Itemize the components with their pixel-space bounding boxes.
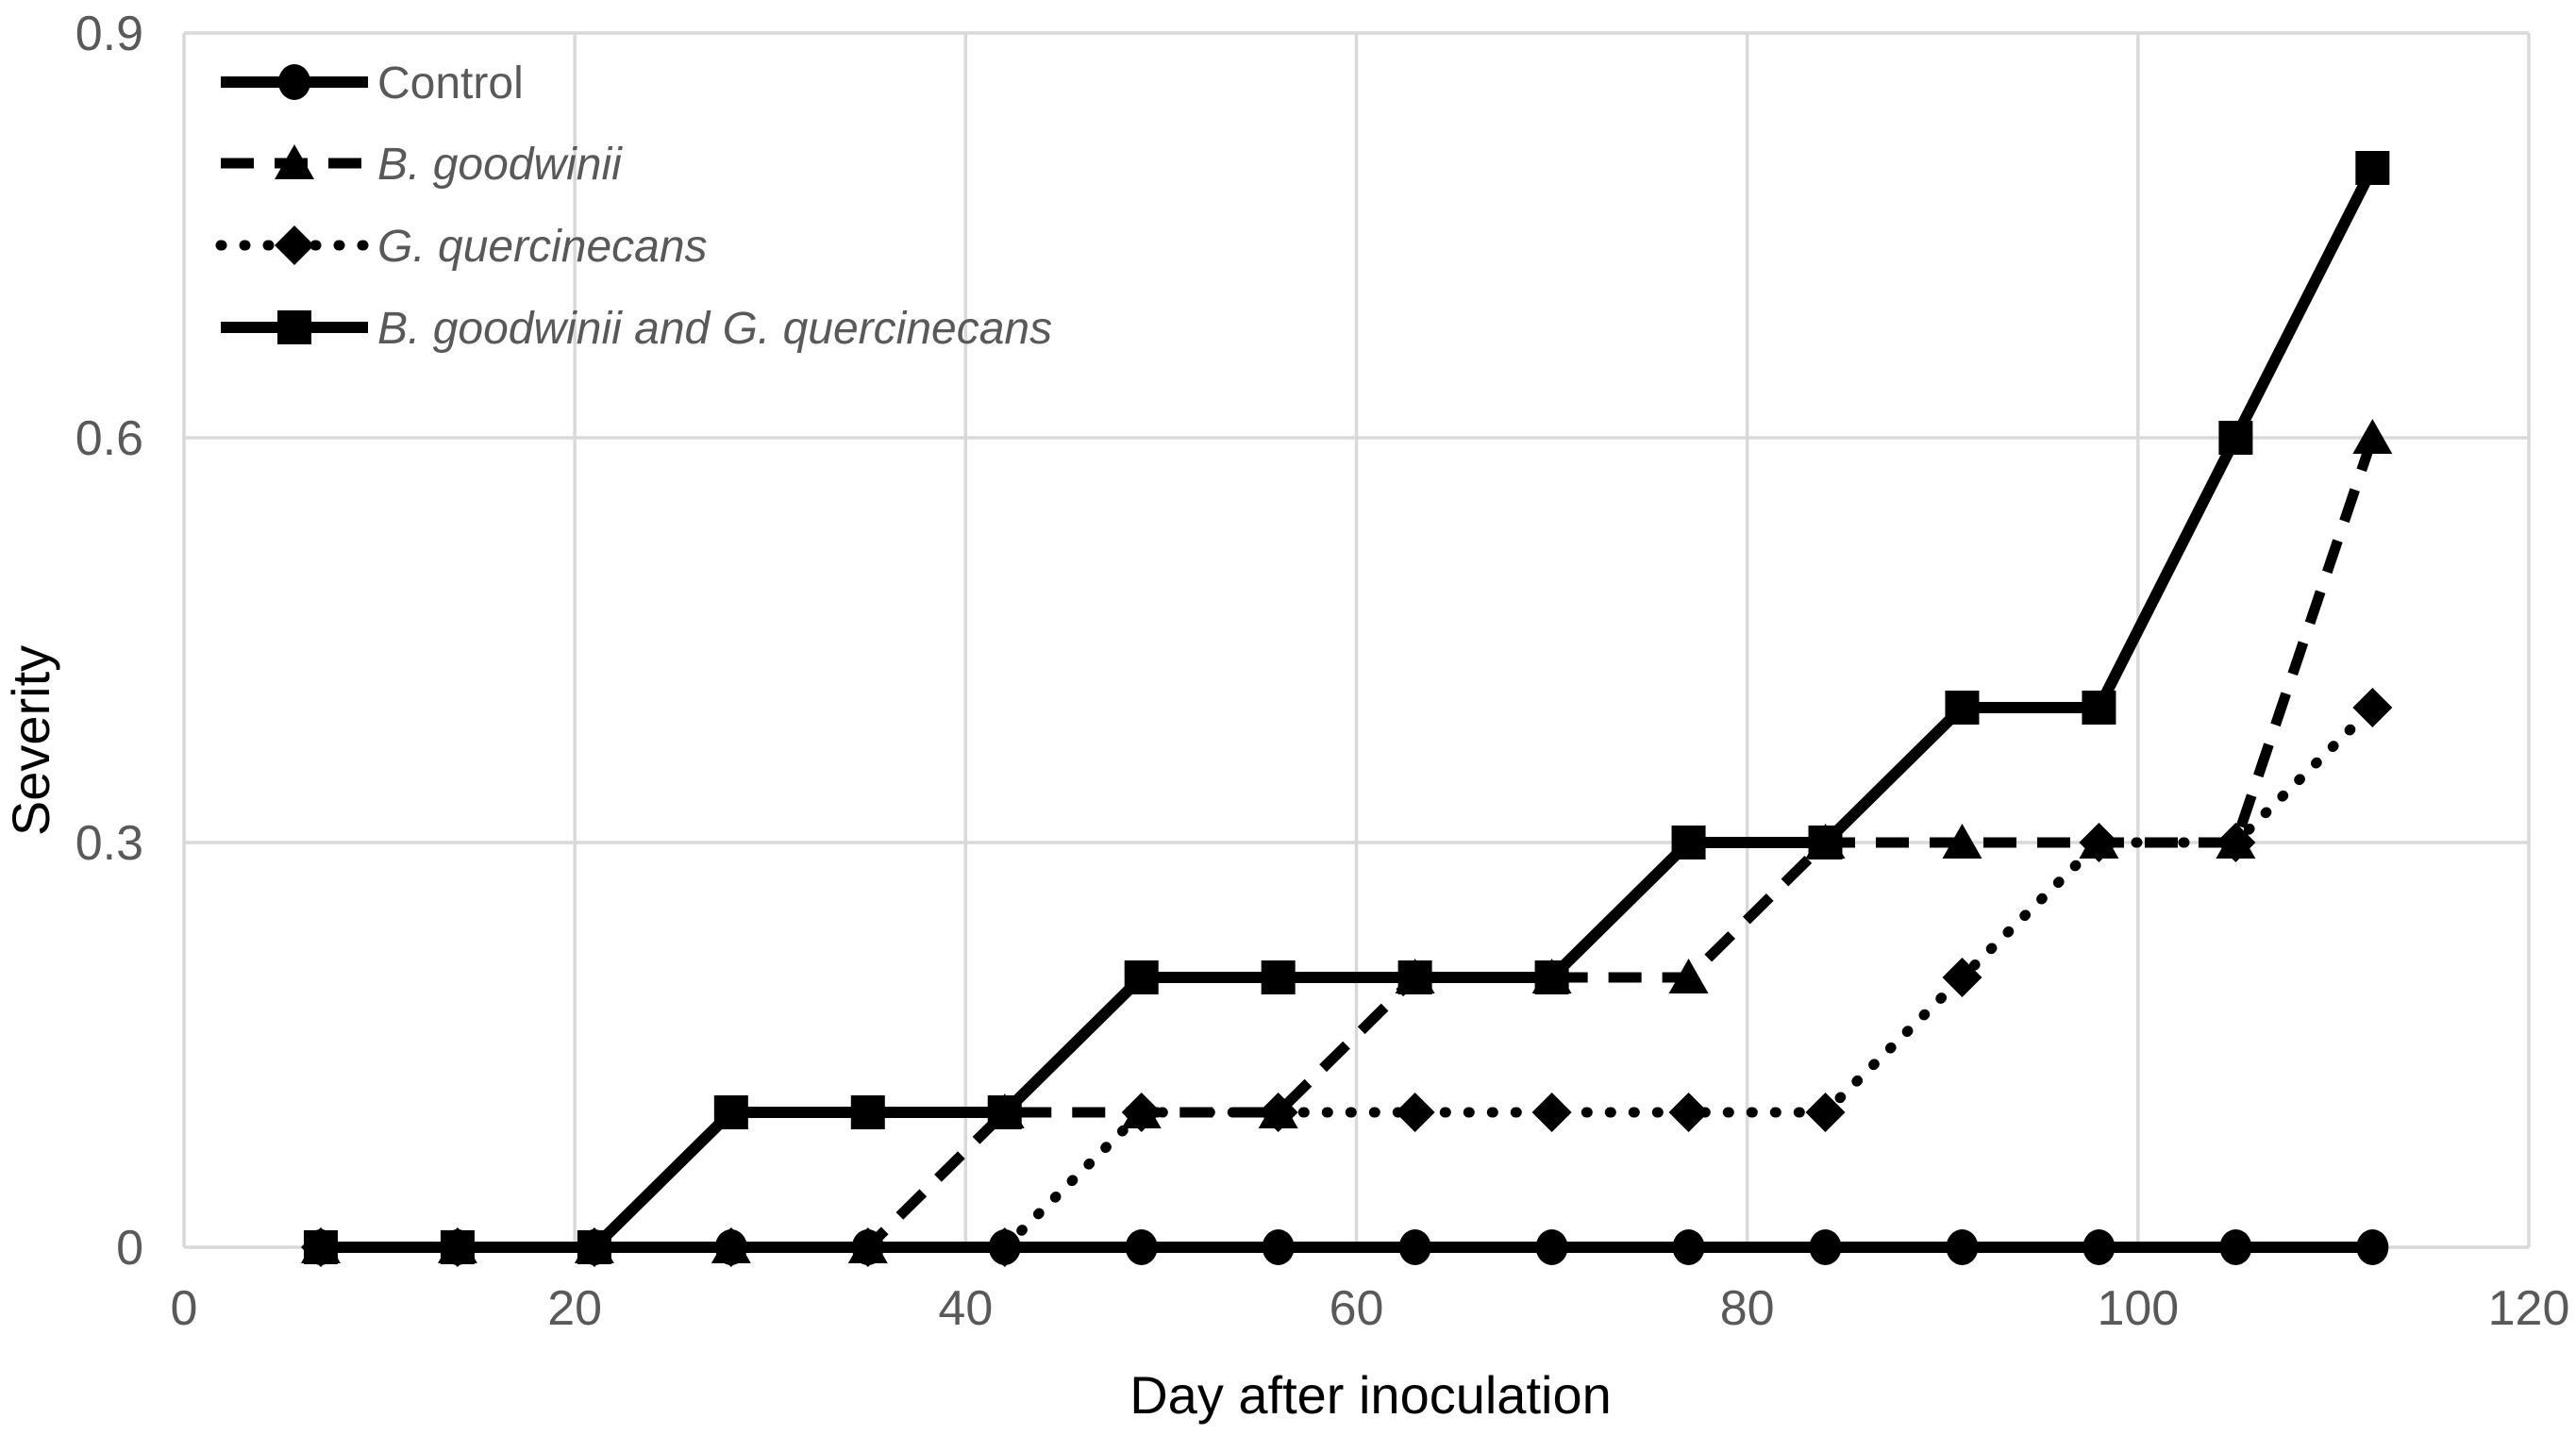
x-tick-label: 60 xyxy=(1330,1281,1384,1336)
legend-label: G. quercinecans xyxy=(377,222,708,272)
marker-square xyxy=(440,1230,475,1264)
marker-square xyxy=(1397,960,1432,994)
marker-diamond xyxy=(275,225,314,265)
marker-square xyxy=(1534,960,1569,994)
legend-item-g-quercinecans: G. quercinecans xyxy=(215,222,708,272)
marker-circle xyxy=(1946,1229,1979,1265)
marker-square xyxy=(1124,960,1159,994)
marker-triangle xyxy=(2352,419,2393,454)
marker-square xyxy=(2355,151,2390,185)
marker-circle xyxy=(2356,1229,2389,1265)
marker-triangle xyxy=(711,1228,751,1263)
x-tick-label: 80 xyxy=(1720,1281,1775,1336)
marker-diamond xyxy=(1805,1093,1846,1132)
marker-triangle xyxy=(1668,959,1709,993)
marker-circle xyxy=(2219,1229,2252,1265)
marker-square xyxy=(987,1095,1022,1129)
marker-triangle xyxy=(2079,824,2119,859)
marker-triangle xyxy=(275,144,314,179)
marker-square xyxy=(303,1230,338,1264)
x-axis-tick-labels: 0 20 40 60 80 100 120 xyxy=(171,1281,2570,1336)
x-axis-title: Day after inoculation xyxy=(1129,1365,1612,1425)
marker-square xyxy=(1261,960,1296,994)
series-line-solid xyxy=(320,165,2378,1253)
marker-triangle xyxy=(2216,824,2256,859)
marker-circle xyxy=(1672,1229,1705,1265)
marker-diamond xyxy=(984,1227,1025,1267)
marker-square xyxy=(577,1230,611,1264)
y-tick-label: 0.9 xyxy=(75,7,143,61)
series-line-dashed xyxy=(320,436,2378,1253)
marker-circle xyxy=(1535,1229,1568,1265)
y-tick-label: 0.6 xyxy=(75,411,143,466)
marker-square xyxy=(277,310,311,344)
y-axis-title: Severity xyxy=(1,645,60,836)
marker-square xyxy=(850,1095,885,1129)
marker-diamond xyxy=(1942,958,1982,997)
series-line-dotted xyxy=(315,702,2378,1253)
legend-item-b-goodwinii-and-g-quercinecans: B. goodwinii and G. quercinecans xyxy=(221,304,1052,354)
marker-square xyxy=(713,1095,748,1129)
x-tick-label: 120 xyxy=(2488,1281,2570,1336)
marker-circle xyxy=(1809,1229,1842,1265)
marker-circle xyxy=(1398,1229,1431,1265)
marker-square xyxy=(1945,691,1980,725)
x-tick-label: 20 xyxy=(547,1281,602,1336)
marker-triangle xyxy=(1258,1093,1298,1128)
marker-circle xyxy=(2083,1229,2116,1265)
y-tick-label: 0.3 xyxy=(75,816,143,871)
x-tick-label: 0 xyxy=(171,1281,198,1336)
marker-square xyxy=(2218,421,2253,455)
legend-label: B. goodwinii xyxy=(377,140,623,190)
y-axis-tick-labels: 0 0.3 0.6 0.9 xyxy=(75,7,143,1276)
marker-triangle xyxy=(1942,824,1982,859)
marker-triangle xyxy=(847,1228,888,1263)
marker-diamond xyxy=(1668,1093,1709,1132)
y-tick-label: 0 xyxy=(116,1221,143,1276)
marker-circle xyxy=(278,64,310,100)
marker-triangle xyxy=(1121,1093,1162,1128)
x-tick-label: 100 xyxy=(2097,1281,2179,1336)
marker-circle xyxy=(1125,1229,1158,1265)
marker-square xyxy=(2082,691,2116,725)
x-tick-label: 40 xyxy=(938,1281,993,1336)
marker-square xyxy=(1671,826,1706,859)
legend: Control B. goodwinii G. quercinecans B. goo… xyxy=(215,58,1052,354)
legend-item-b-goodwinii: B. goodwinii xyxy=(221,140,623,190)
marker-square xyxy=(1808,826,1843,859)
legend-item-control: Control xyxy=(221,58,524,108)
series-b-goodwinii-and-g-quercinecans xyxy=(303,151,2390,1264)
marker-diamond xyxy=(1531,1093,1572,1132)
legend-label: B. goodwinii and G. quercinecans xyxy=(377,304,1052,354)
marker-diamond xyxy=(1395,1093,1435,1132)
legend-label: Control xyxy=(377,58,524,108)
marker-circle xyxy=(1262,1229,1295,1265)
marker-diamond xyxy=(2352,688,2393,727)
